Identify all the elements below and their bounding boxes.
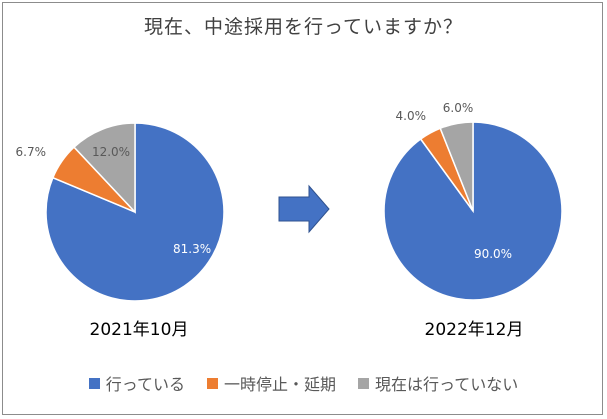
pie-2022-12: 90.0% 4.0% 6.0% <box>383 101 563 301</box>
right-arrow-icon <box>278 184 330 234</box>
legend-label-paused: 一時停止・延期 <box>223 375 336 394</box>
legend-item-not-doing: 現在は行っていない <box>358 371 518 395</box>
caption-2021-10: 2021年10月 <box>89 320 189 340</box>
data-label-paused: 4.0% <box>396 109 427 123</box>
chart-title: 現在、中途採用を行っていますか？ <box>143 16 464 38</box>
data-label-not-doing: 12.0% <box>92 145 130 159</box>
pie-slice-not-doing <box>73 122 136 214</box>
legend-label-doing: 行っている <box>105 375 185 394</box>
legend-swatch-doing <box>88 377 100 389</box>
data-label-not-doing: 6.0% <box>443 101 474 115</box>
caption-2022-12: 2022年12月 <box>424 320 524 340</box>
pie-slice-not-doing <box>439 121 474 212</box>
chart-frame: 現在、中途採用を行っていますか？ 81.3% 6.7% 12.0% 90.0% 4.0… <box>2 2 603 415</box>
legend-swatch-not-doing <box>358 377 369 389</box>
legend-item-doing: 行っている <box>88 371 185 395</box>
chart-canvas: 81.3% 6.7% 12.0% 90.0% 4.0% 6.0% <box>16 101 563 302</box>
legend: 行っている 一時停止・延期 現在は行っていない <box>3 371 604 395</box>
legend-swatch-paused <box>206 377 218 389</box>
data-label-doing: 81.3% <box>173 242 211 256</box>
legend-item-paused: 一時停止・延期 <box>206 371 336 395</box>
data-label-doing: 90.0% <box>474 247 512 261</box>
data-label-paused: 6.7% <box>16 145 47 159</box>
pie-2021-10: 81.3% 6.7% 12.0% <box>16 122 225 302</box>
legend-label-not-doing: 現在は行っていない <box>375 375 519 394</box>
